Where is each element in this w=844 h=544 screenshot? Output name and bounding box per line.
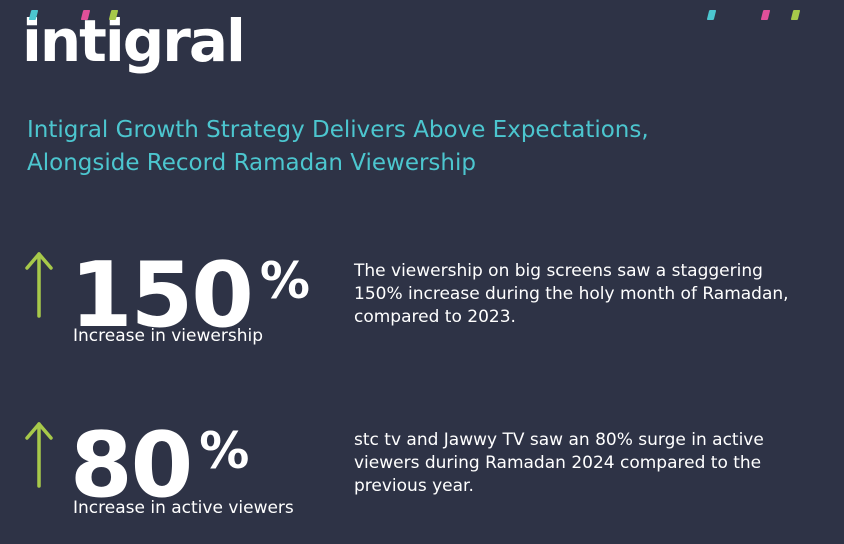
page-title: Intigral Growth Strategy Delivers Above … <box>27 114 807 180</box>
stat-unit: % <box>259 252 310 310</box>
logo-wordmark: intigral <box>22 7 246 75</box>
stat-description: The viewership on big screens saw a stag… <box>354 261 789 327</box>
stat-caption: Increase in viewership <box>73 326 263 346</box>
stat-caption: Increase in active viewers <box>73 498 294 518</box>
stat-value: 150 <box>70 243 254 348</box>
page-title-line-1: Intigral Growth Strategy Delivers Above … <box>27 117 649 143</box>
corner-dot-teal <box>706 10 717 20</box>
page-title-line-2: Alongside Record Ramadan Viewership <box>27 150 476 176</box>
arrow-up-icon <box>25 422 53 488</box>
stat-description: stc tv and Jawwy TV saw an 80% surge in … <box>354 430 764 496</box>
stat-unit: % <box>199 422 250 480</box>
arrow-up-icon <box>25 252 53 318</box>
corner-dot-pink <box>760 10 771 20</box>
stat-number: 150% <box>70 236 310 341</box>
corner-dot-lime <box>790 10 801 20</box>
stat-number: 80% <box>70 406 249 511</box>
stat-value: 80 <box>70 413 193 518</box>
